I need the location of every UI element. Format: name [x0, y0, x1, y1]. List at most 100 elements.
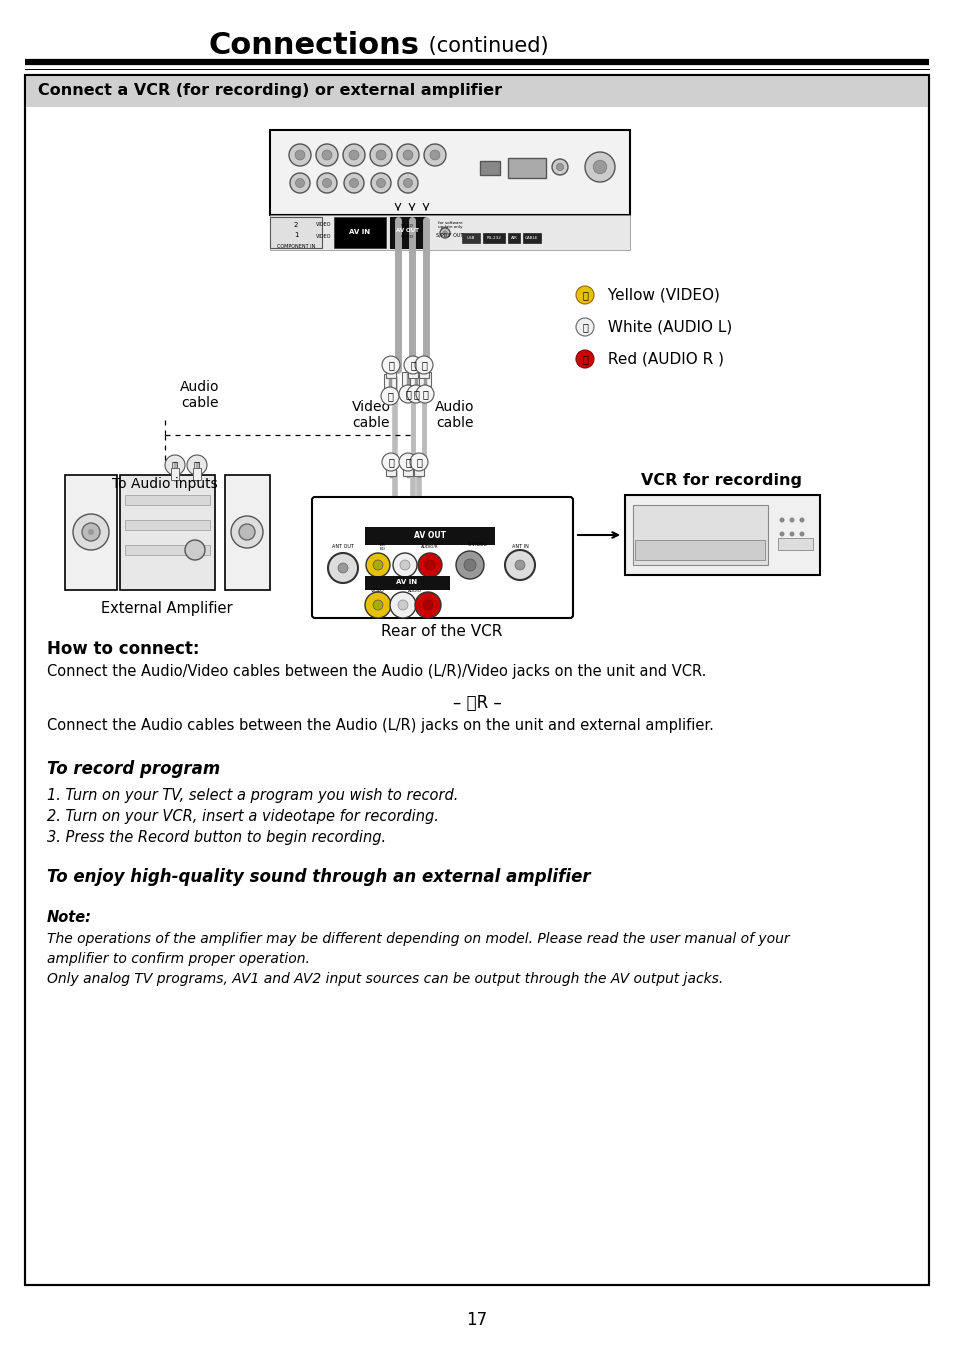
Text: How to connect:: How to connect:: [47, 640, 199, 657]
Circle shape: [504, 549, 535, 580]
Bar: [418, 373, 431, 386]
Circle shape: [799, 532, 803, 536]
Circle shape: [593, 161, 606, 174]
Bar: [125, 520, 210, 531]
Bar: [482, 234, 504, 243]
Text: VIDEO: VIDEO: [400, 235, 413, 239]
Bar: [507, 234, 519, 243]
Circle shape: [789, 517, 794, 522]
Circle shape: [376, 178, 385, 188]
Text: To record program: To record program: [47, 760, 220, 778]
Text: AV IN: AV IN: [349, 230, 370, 235]
Bar: [507, 158, 545, 178]
Circle shape: [556, 163, 563, 170]
Circle shape: [365, 593, 391, 618]
Text: CABLE: CABLE: [525, 236, 538, 240]
Text: 1: 1: [294, 232, 298, 238]
Text: ⓦ: ⓦ: [410, 360, 416, 370]
FancyBboxPatch shape: [312, 497, 573, 618]
Circle shape: [73, 514, 109, 549]
Bar: [461, 234, 479, 243]
Text: VIDEO: VIDEO: [315, 223, 332, 228]
Circle shape: [373, 560, 382, 570]
Circle shape: [337, 563, 348, 572]
Text: ANT OUT: ANT OUT: [332, 544, 354, 549]
Circle shape: [165, 455, 185, 475]
Text: The operations of the amplifier may be different depending on model. Please read: The operations of the amplifier may be d…: [47, 931, 789, 946]
Bar: [25, 76, 928, 1285]
Text: ⓦ: ⓦ: [405, 458, 411, 467]
Circle shape: [402, 150, 413, 159]
Text: L-AUDIO-R: L-AUDIO-R: [340, 235, 361, 239]
Bar: [25, 76, 928, 1285]
Bar: [386, 366, 395, 378]
Text: External Amplifier: External Amplifier: [101, 601, 233, 616]
Circle shape: [289, 144, 311, 166]
Text: To Audio inputs: To Audio inputs: [112, 477, 217, 491]
Text: Audio
cable: Audio cable: [435, 400, 475, 431]
Circle shape: [403, 356, 421, 374]
Text: S-VIDEO: S-VIDEO: [468, 543, 488, 548]
Circle shape: [380, 387, 398, 405]
Circle shape: [576, 286, 594, 304]
Circle shape: [415, 593, 440, 618]
Circle shape: [82, 522, 100, 541]
Text: ⓦ: ⓦ: [405, 389, 411, 400]
Circle shape: [295, 178, 304, 188]
Circle shape: [779, 545, 783, 551]
Circle shape: [423, 144, 446, 166]
Text: USB: USB: [466, 236, 475, 240]
Bar: [365, 576, 450, 590]
Text: AUDIO: AUDIO: [408, 589, 421, 593]
Bar: [624, 495, 820, 575]
Bar: [635, 540, 764, 560]
Text: AV OUT: AV OUT: [414, 531, 446, 540]
Bar: [408, 366, 417, 378]
Text: ⓨ: ⓨ: [388, 360, 394, 370]
Circle shape: [397, 599, 408, 610]
Text: RS-232: RS-232: [486, 236, 501, 240]
Circle shape: [370, 144, 392, 166]
Text: VCR for recording: VCR for recording: [640, 472, 801, 487]
Bar: [414, 464, 423, 477]
Text: AV OUT: AV OUT: [395, 228, 418, 232]
Circle shape: [456, 551, 483, 579]
Circle shape: [381, 454, 399, 471]
Circle shape: [789, 545, 794, 551]
Text: ⓦ: ⓦ: [193, 460, 200, 470]
Circle shape: [328, 554, 357, 583]
Circle shape: [779, 517, 783, 522]
Text: Audio
cable: Audio cable: [180, 379, 219, 410]
Bar: [193, 468, 201, 481]
Bar: [390, 217, 424, 248]
Text: To enjoy high-quality sound through an external amplifier: To enjoy high-quality sound through an e…: [47, 868, 590, 886]
Bar: [65, 475, 117, 590]
Text: L-AUDIO-R: L-AUDIO-R: [340, 223, 361, 227]
Text: Video
cable: Video cable: [351, 400, 390, 431]
Circle shape: [231, 516, 263, 548]
Circle shape: [366, 554, 390, 576]
Text: COMPONENT IN: COMPONENT IN: [276, 244, 314, 250]
Text: VIDEO: VIDEO: [371, 589, 384, 593]
Circle shape: [584, 153, 615, 182]
Circle shape: [398, 385, 416, 404]
Circle shape: [322, 150, 332, 159]
Circle shape: [290, 173, 310, 193]
Text: Yellow (VIDEO): Yellow (VIDEO): [602, 288, 720, 302]
Circle shape: [789, 532, 794, 536]
Text: 2. Turn on your VCR, insert a videotape for recording.: 2. Turn on your VCR, insert a videotape …: [47, 809, 438, 824]
Circle shape: [375, 150, 386, 159]
Bar: [410, 373, 421, 386]
Text: 3. Press the Record button to begin recording.: 3. Press the Record button to begin reco…: [47, 830, 386, 845]
Text: for software
update only: for software update only: [437, 220, 462, 230]
Circle shape: [407, 385, 424, 404]
Circle shape: [187, 455, 207, 475]
Bar: [633, 505, 767, 566]
Circle shape: [779, 532, 783, 536]
Bar: [384, 374, 395, 387]
Bar: [270, 215, 629, 250]
Circle shape: [515, 560, 524, 570]
Text: White (AUDIO L): White (AUDIO L): [602, 320, 732, 335]
Circle shape: [799, 517, 803, 522]
Bar: [270, 217, 322, 248]
